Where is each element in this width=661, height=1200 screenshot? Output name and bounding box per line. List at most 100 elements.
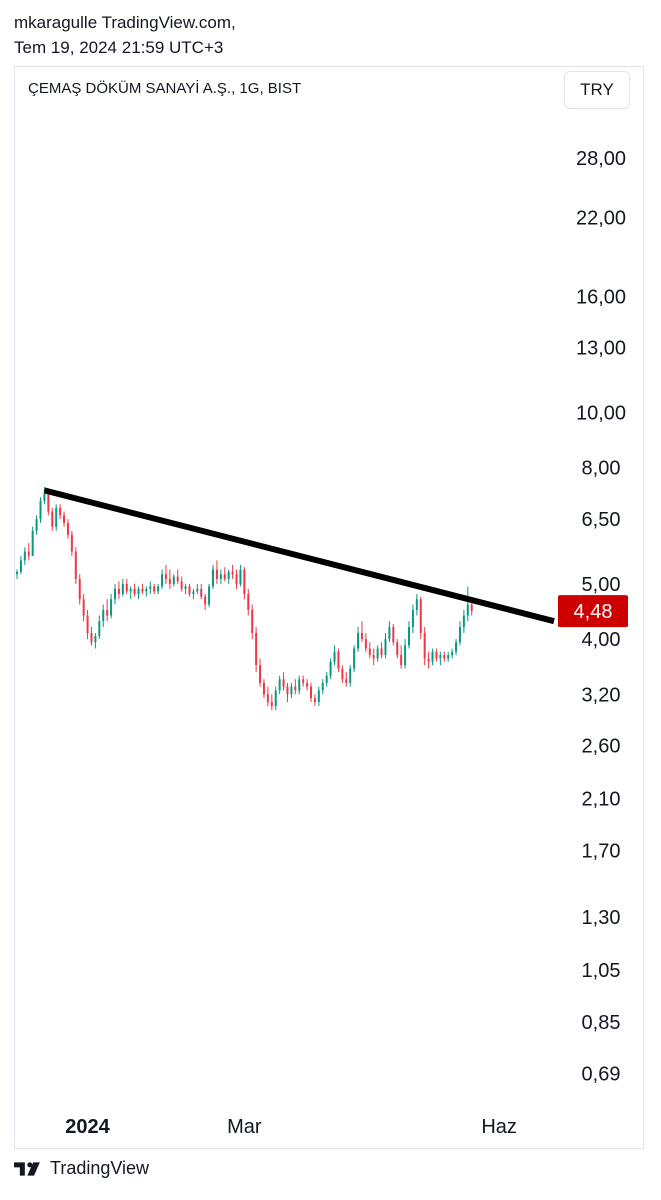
- candle-body: [364, 639, 367, 649]
- candle: [153, 583, 156, 595]
- candle: [137, 586, 140, 600]
- candle-body: [180, 581, 183, 589]
- candle-body: [360, 632, 363, 640]
- candle-body: [227, 571, 230, 580]
- candle-body: [102, 609, 105, 622]
- y-tick-label: 1,30: [582, 907, 621, 929]
- candle: [133, 583, 136, 597]
- candle: [31, 526, 34, 556]
- candle: [317, 686, 320, 707]
- candle-body: [259, 665, 262, 683]
- candle: [106, 599, 109, 622]
- candle-body: [431, 651, 434, 662]
- candle-body: [149, 586, 152, 589]
- candle: [376, 645, 379, 662]
- candle: [235, 569, 238, 589]
- currency-button[interactable]: TRY: [564, 71, 630, 109]
- candle: [164, 564, 167, 584]
- candle-body: [325, 675, 328, 683]
- candle-body: [270, 702, 273, 707]
- candle: [431, 648, 434, 666]
- candle: [282, 672, 285, 691]
- candle: [157, 583, 160, 595]
- candle-body: [262, 682, 265, 695]
- candle: [90, 627, 93, 646]
- candle: [114, 583, 116, 605]
- candle-body: [43, 493, 46, 501]
- candle: [208, 583, 211, 608]
- last-price-badge: [558, 595, 628, 628]
- candle: [345, 672, 348, 687]
- candle-body: [231, 571, 234, 575]
- candle-body: [172, 576, 175, 584]
- candle-body: [298, 679, 301, 691]
- candle-body: [31, 530, 34, 556]
- candle-body: [188, 586, 191, 595]
- candle: [23, 547, 26, 565]
- candle: [380, 642, 383, 659]
- candle: [458, 621, 461, 646]
- candle: [59, 504, 62, 520]
- candle: [35, 515, 38, 535]
- y-tick-label: 2,10: [582, 788, 621, 810]
- candle-body: [384, 639, 387, 656]
- candle: [161, 569, 164, 589]
- candle-body: [443, 655, 446, 659]
- candle: [47, 490, 50, 516]
- x-tick-label: 2024: [65, 1116, 110, 1138]
- candle: [94, 632, 97, 649]
- y-tick-label: 10,00: [576, 403, 626, 425]
- candle: [274, 686, 277, 711]
- candle-body: [47, 493, 50, 512]
- candle: [262, 679, 265, 699]
- candle: [313, 694, 316, 707]
- candle-body: [63, 515, 66, 523]
- candle-body: [19, 560, 22, 572]
- candle-body: [141, 588, 144, 592]
- candle: [286, 682, 289, 703]
- trendline-layer: [43, 487, 555, 625]
- x-tick-label: Haz: [481, 1116, 517, 1138]
- candle-body: [196, 588, 199, 592]
- candle: [364, 632, 367, 652]
- candle: [298, 675, 301, 695]
- candle-body: [400, 655, 403, 666]
- candle: [368, 642, 371, 659]
- candle-body: [184, 586, 187, 589]
- candle: [325, 672, 328, 687]
- candle-body: [110, 599, 113, 616]
- candle: [333, 645, 336, 666]
- candle: [435, 648, 438, 662]
- candle: [110, 594, 113, 619]
- candle-body: [337, 651, 340, 669]
- y-tick-label: 22,00: [576, 208, 626, 230]
- footer-brand[interactable]: TradingView: [14, 1158, 149, 1179]
- candle: [63, 511, 66, 527]
- candle-body: [219, 574, 222, 580]
- candle: [384, 632, 387, 659]
- candle-body: [294, 686, 297, 691]
- candle-body: [235, 574, 238, 584]
- candle: [16, 569, 18, 580]
- candle-body: [121, 583, 124, 595]
- candle: [259, 658, 262, 687]
- candle: [43, 486, 46, 505]
- candle: [294, 679, 297, 695]
- candle: [427, 651, 430, 669]
- candle-body: [212, 569, 214, 587]
- candle-body: [396, 642, 399, 656]
- candle: [302, 675, 305, 687]
- candle: [19, 555, 22, 575]
- candle-body: [317, 690, 320, 703]
- candle-body: [137, 588, 140, 595]
- y-tick-label: 13,00: [576, 338, 626, 360]
- candle-body: [247, 594, 250, 610]
- candle-body: [415, 599, 418, 610]
- candle: [168, 569, 171, 589]
- candle-body: [380, 648, 383, 656]
- candle-body: [94, 636, 97, 643]
- candle-body: [462, 615, 465, 628]
- candle: [231, 564, 234, 580]
- candle: [447, 651, 450, 662]
